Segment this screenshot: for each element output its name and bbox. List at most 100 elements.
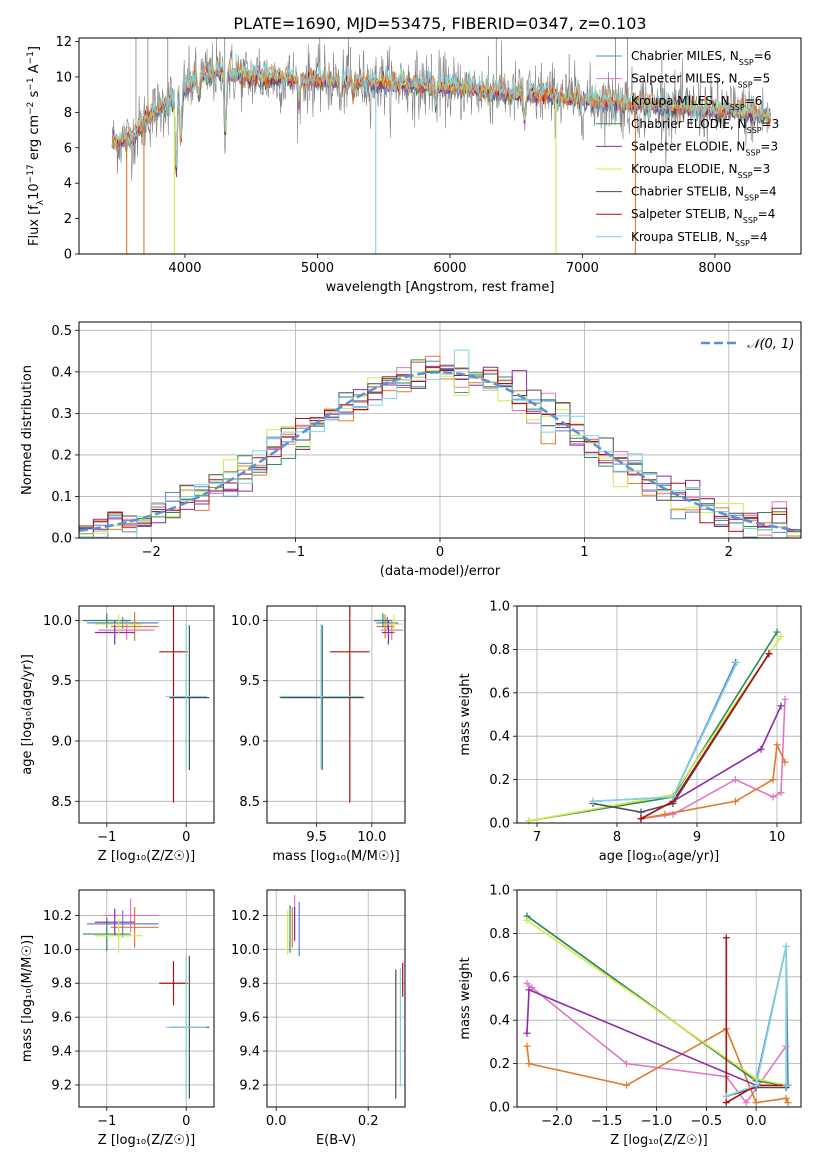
- x-axis-label: E(B-V): [316, 1133, 356, 1148]
- series-line-cm: [526, 915, 789, 1086]
- observed-spectrum: [111, 38, 771, 181]
- y-axis-label-part: −1: [26, 51, 36, 64]
- legend-normal-label: 𝒩(0, 1): [747, 337, 794, 352]
- axes-frame: [516, 889, 802, 1108]
- y-tick-label: 9.2: [51, 1078, 72, 1093]
- x-tick-label: 10.0: [357, 830, 386, 845]
- legend-entry: Kroupa STELIB, NSSP=4: [631, 230, 768, 248]
- errorbar-point-se: [94, 908, 135, 936]
- x-tick-label: −0.5: [691, 1114, 723, 1129]
- series-marker-se: [523, 1029, 531, 1037]
- legend-name: Chabrier STELIB, N: [631, 185, 744, 199]
- y-tick-label: 0.0: [489, 817, 510, 832]
- errorbar-point-ks: [279, 624, 364, 769]
- residuals-panel: −2 −1 0 1 2 0.0 0.1 0.2 0.3 0.4 0.5 (data-model)/er…: [20, 321, 802, 579]
- x-tick-label: 0: [182, 1114, 190, 1129]
- weight-vs-age-panel: 7 8 9 10 0.0 0.2 0.4 0.6 0.8 1.0 age [log₁₀(age/yr…: [458, 600, 802, 864]
- legend-subscript: SSP: [744, 193, 759, 202]
- series-marker-sm: [623, 1060, 631, 1068]
- x-tick-label: −1: [286, 545, 305, 560]
- legend-entry: Salpeter ELODIE, NSSP=3: [631, 139, 778, 157]
- y-tick-label: 9.5: [51, 674, 72, 689]
- legend-subscript: SSP: [738, 171, 753, 180]
- x-tick-label: 0: [182, 830, 190, 845]
- x-tick-label: −2: [142, 545, 161, 560]
- legend-tail: =3: [753, 162, 771, 176]
- x-tick-label: 8: [613, 830, 621, 845]
- x-axis-label: Z [log₁₀(Z/Z☉)]: [98, 849, 195, 864]
- y-axis-label-part: ]: [27, 46, 42, 51]
- x-tick-label: 8000: [698, 261, 731, 276]
- y-tick-label: 8: [64, 106, 72, 121]
- errorbar-point-cm: [86, 616, 159, 629]
- histogram-ss: [79, 367, 801, 536]
- histogram-ks: [79, 349, 801, 538]
- series-marker-km: [781, 758, 789, 766]
- errorbar-point-cm: [86, 910, 159, 938]
- axes-frame: [266, 889, 406, 1108]
- series-marker-km: [773, 741, 781, 749]
- series-marker-ss: [765, 650, 773, 658]
- y-axis-label-part: −2: [26, 102, 36, 115]
- y-tick-label: 12: [55, 35, 72, 50]
- legend-entry: Chabrier MILES, NSSP=6: [631, 49, 771, 67]
- age-vs-mass-panel: 9.5 10.0 8.5 9.0 9.5 10.0 mass [log₁₀(M/M☉)]: [231, 605, 406, 864]
- series-line-ke: [528, 635, 782, 822]
- legend-name: Kroupa ELODIE, N: [631, 162, 738, 176]
- y-tick-label: 9.0: [239, 735, 260, 750]
- y-tick-label: 0.4: [489, 1014, 510, 1029]
- y-axis-label-part: Flux [f: [27, 205, 42, 246]
- legend-subscript: SSP: [747, 125, 762, 134]
- series-marker-ss: [637, 815, 645, 823]
- x-tick-label: 0.0: [266, 1114, 287, 1129]
- legend-name: Salpeter MILES, N: [631, 72, 738, 86]
- series-marker-ss: [722, 1099, 730, 1107]
- legend-entry: Kroupa ELODIE, NSSP=3: [631, 162, 770, 180]
- legend-tail: =3: [760, 139, 778, 153]
- series-marker-ks: [733, 658, 741, 666]
- x-tick-label: −2.0: [541, 1114, 573, 1129]
- y-axis-label-part: −17: [26, 164, 36, 183]
- y-axis-label-part: −1: [26, 77, 36, 90]
- errorbar-plot-area: [82, 606, 210, 803]
- errorbar-point-cs: [280, 625, 365, 770]
- y-tick-label: 0.0: [51, 532, 72, 547]
- x-axis-label: wavelength [Angstrom, rest frame]: [326, 280, 555, 295]
- errorbar-point-km: [110, 906, 159, 948]
- y-tick-label: 10.0: [231, 614, 260, 629]
- legend-subscript: SSP: [735, 238, 750, 247]
- line-plot-area: [523, 912, 792, 1107]
- series-line-km: [526, 1027, 789, 1104]
- legend-tail: =6: [754, 49, 772, 63]
- y-tick-label: 0.6: [489, 970, 510, 985]
- x-tick-label: 9.5: [306, 830, 327, 845]
- legend-name: Salpeter ELODIE, N: [631, 139, 745, 153]
- axes-frame: [78, 605, 215, 824]
- y-tick-label: 1.0: [489, 600, 510, 615]
- series-marker-ks: [782, 1081, 790, 1089]
- y-axis-label: mass weight: [458, 957, 473, 1039]
- legend-tail: =4: [759, 185, 777, 199]
- series-marker-sm: [781, 695, 789, 703]
- spectrum-panel: 4000 5000 6000 7000 8000 0 2 4 6 8 10 12 wavelength …: [26, 35, 802, 295]
- y-tick-label: 10.2: [231, 909, 260, 924]
- series-marker-ks: [752, 1081, 760, 1089]
- series-marker-ks: [589, 797, 597, 805]
- y-tick-label: 0: [64, 248, 72, 263]
- y-tick-label: 2: [64, 212, 72, 227]
- series-marker-km: [525, 1060, 533, 1068]
- y-tick-label: 4: [64, 177, 72, 192]
- series-marker-km: [661, 810, 669, 818]
- series-line-km: [640, 741, 786, 820]
- legend-name: Kroupa STELIB, N: [631, 230, 735, 244]
- y-tick-label: 8.5: [51, 795, 72, 810]
- legend-subscript: SSP: [738, 80, 753, 89]
- x-axis-label: age [log₁₀(age/yr)]: [599, 849, 720, 864]
- series-marker-km: [782, 1094, 790, 1102]
- y-tick-label: 0.4: [51, 365, 72, 380]
- y-tick-label: 10.0: [43, 614, 72, 629]
- errorbar-point-ce: [374, 613, 392, 628]
- series-marker-km: [523, 1042, 531, 1050]
- errorbar-point-cm: [376, 616, 399, 629]
